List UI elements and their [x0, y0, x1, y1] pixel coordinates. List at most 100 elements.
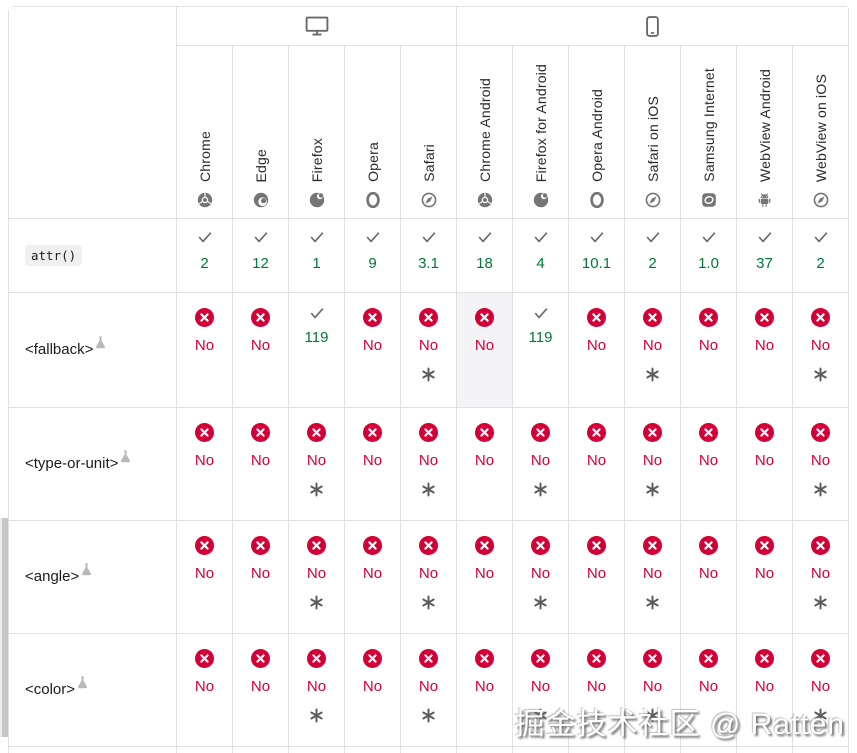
support-cell[interactable]: No [232, 292, 289, 408]
support-cell[interactable]: No [232, 407, 289, 521]
support-cell[interactable]: No [176, 520, 233, 634]
feature-name-cell: attr() [8, 218, 177, 293]
cross-icon [699, 423, 718, 442]
support-cell[interactable]: No [176, 407, 233, 521]
feature-name-cell: <fallback> [8, 292, 177, 408]
support-cell[interactable]: 10.1 [568, 218, 625, 293]
cross-icon [699, 308, 718, 327]
support-cell[interactable]: No [344, 633, 401, 747]
support-cell[interactable]: No [232, 520, 289, 634]
support-cell[interactable]: No [568, 633, 625, 747]
check-icon [310, 232, 324, 243]
support-cell[interactable]: No [568, 520, 625, 634]
support-cell[interactable]: 2 [792, 218, 849, 293]
support-cell[interactable]: No [400, 520, 457, 634]
version-label: No [474, 678, 495, 695]
version-label: 119 [528, 329, 553, 346]
platform-header-mobile [456, 6, 849, 46]
support-cell[interactable]: No [568, 292, 625, 408]
footnote-asterisk-icon [813, 708, 828, 723]
check-icon [366, 232, 380, 243]
support-cell[interactable]: 3.1 [400, 218, 457, 293]
cross-icon [363, 536, 382, 555]
safari-icon [813, 192, 829, 208]
cross-icon [587, 649, 606, 668]
browser-name: Safari on iOS [644, 96, 661, 182]
support-cell[interactable]: No [736, 633, 793, 747]
webview-android-icon [756, 192, 773, 208]
footnote-asterisk-icon [309, 482, 324, 497]
support-cell[interactable]: No [232, 633, 289, 747]
support-cell[interactable]: No [736, 292, 793, 408]
cross-icon [699, 649, 718, 668]
support-cell[interactable]: 9 [344, 218, 401, 293]
support-cell[interactable]: No [456, 407, 513, 521]
support-cell[interactable]: 2 [176, 218, 233, 293]
feature-label: <type-or-unit> [25, 455, 119, 472]
support-cell[interactable]: No [288, 407, 345, 521]
support-cell[interactable]: No [288, 633, 345, 747]
version-label: No [530, 565, 551, 582]
support-cell[interactable]: No [400, 292, 457, 408]
support-cell[interactable]: No [792, 520, 849, 634]
support-cell[interactable]: No [736, 520, 793, 634]
support-cell[interactable]: No [344, 407, 401, 521]
check-icon [758, 232, 772, 243]
support-cell[interactable]: No [176, 633, 233, 747]
cross-icon [363, 308, 382, 327]
opera-icon [365, 192, 381, 208]
support-cell[interactable]: No [736, 407, 793, 521]
footnote-asterisk-icon [645, 482, 660, 497]
support-cell[interactable]: No [624, 520, 681, 634]
support-cell[interactable]: 1 [288, 218, 345, 293]
support-cell[interactable]: No [680, 407, 737, 521]
table-row: <color> No No No No No No No No No No No No [8, 633, 849, 747]
support-cell[interactable]: No [512, 407, 569, 521]
support-cell[interactable]: 119 [512, 292, 569, 408]
version-label: 10.1 [581, 255, 612, 272]
cross-icon [419, 308, 438, 327]
cross-icon [755, 308, 774, 327]
check-icon [814, 232, 828, 243]
support-cell[interactable]: No [344, 292, 401, 408]
support-cell[interactable]: No [624, 292, 681, 408]
cross-icon [475, 423, 494, 442]
support-cell[interactable]: 1.0 [680, 218, 737, 293]
support-cell[interactable]: No [400, 633, 457, 747]
support-cell[interactable]: 18 [456, 218, 513, 293]
support-cell[interactable]: No [512, 520, 569, 634]
support-cell[interactable]: No [624, 407, 681, 521]
support-cell[interactable]: No [400, 407, 457, 521]
support-cell[interactable]: No [344, 520, 401, 634]
cross-icon [587, 536, 606, 555]
support-cell[interactable]: 4 [512, 218, 569, 293]
support-cell[interactable]: No [456, 292, 513, 408]
version-label: No [698, 452, 719, 469]
platform-header-desktop [176, 6, 457, 46]
cross-icon [531, 649, 550, 668]
cross-icon [195, 308, 214, 327]
support-cell[interactable]: No [456, 520, 513, 634]
support-cell[interactable]: 119 [288, 292, 345, 408]
support-cell[interactable]: No [568, 407, 625, 521]
support-cell[interactable]: No [288, 520, 345, 634]
support-cell[interactable]: No [624, 633, 681, 747]
support-cell[interactable]: 37 [736, 218, 793, 293]
support-cell[interactable]: No [680, 633, 737, 747]
support-cell[interactable]: No [680, 292, 737, 408]
support-cell[interactable]: No [456, 633, 513, 747]
support-cell[interactable]: No [512, 633, 569, 747]
cross-icon [475, 308, 494, 327]
support-cell[interactable]: 2 [624, 218, 681, 293]
support-cell[interactable]: No [792, 292, 849, 408]
support-cell[interactable]: No [680, 520, 737, 634]
vertical-scrollbar[interactable] [0, 518, 8, 737]
watermark: 掘金技术社区 @ Ratten [514, 708, 845, 741]
version-label: No [586, 565, 607, 582]
browser-header: Firefox [288, 45, 345, 219]
support-cell[interactable]: No [792, 407, 849, 521]
feature-name-cell: <type-or-unit> [8, 407, 177, 521]
support-cell[interactable]: 12 [232, 218, 289, 293]
support-cell[interactable]: No [792, 633, 849, 747]
support-cell[interactable]: No [176, 292, 233, 408]
